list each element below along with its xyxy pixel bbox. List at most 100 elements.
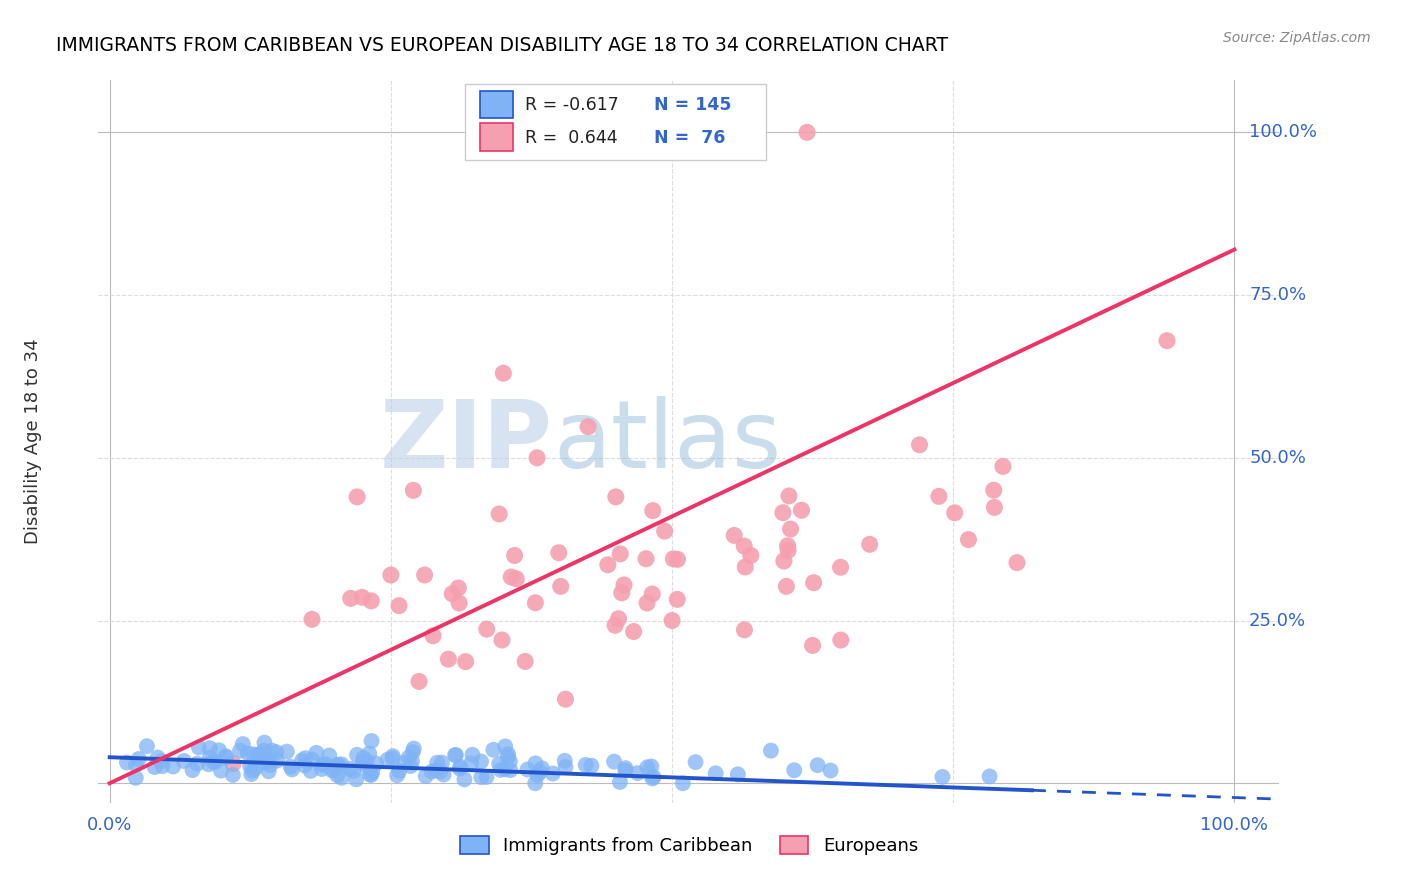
Point <box>402 483 425 498</box>
Point <box>610 586 633 600</box>
Point <box>488 756 510 771</box>
Point <box>727 767 749 781</box>
Point <box>209 764 232 778</box>
Point <box>778 489 800 503</box>
Point <box>505 572 527 586</box>
Point <box>685 755 707 769</box>
Point <box>783 763 806 777</box>
Point <box>432 767 454 781</box>
Point <box>262 744 284 758</box>
Text: Disability Age 18 to 34: Disability Age 18 to 34 <box>24 339 42 544</box>
Point <box>830 560 852 574</box>
Point <box>326 768 349 782</box>
Point <box>516 763 538 777</box>
Point <box>775 579 797 593</box>
Point <box>388 599 411 613</box>
Legend: Immigrants from Caribbean, Europeans: Immigrants from Caribbean, Europeans <box>453 830 925 863</box>
Point <box>605 490 627 504</box>
Point <box>352 755 374 769</box>
Point <box>859 537 882 551</box>
Point <box>359 767 381 781</box>
Point <box>1156 334 1178 348</box>
Point <box>776 543 799 558</box>
Point <box>983 483 1005 498</box>
Point <box>596 558 619 572</box>
Point <box>344 772 367 787</box>
Point <box>957 533 980 547</box>
Point <box>931 770 953 784</box>
Point <box>529 764 551 779</box>
Point <box>614 764 637 778</box>
Point <box>733 623 755 637</box>
Point <box>299 764 322 778</box>
Point <box>394 756 416 770</box>
Point <box>759 743 782 757</box>
Text: 100.0%: 100.0% <box>1249 123 1317 141</box>
Point <box>526 768 548 782</box>
Point <box>634 551 657 566</box>
Point <box>215 749 238 764</box>
Point <box>499 763 522 777</box>
Point <box>136 739 159 754</box>
Point <box>420 764 443 779</box>
Text: R =  0.644: R = 0.644 <box>524 128 617 146</box>
Point <box>908 438 931 452</box>
Point <box>245 761 267 775</box>
Point <box>662 552 685 566</box>
FancyBboxPatch shape <box>479 123 513 151</box>
Point <box>229 743 252 757</box>
Point <box>779 522 801 536</box>
Point <box>315 757 337 772</box>
Point <box>554 754 576 768</box>
Text: 0.0%: 0.0% <box>87 816 132 834</box>
Text: N =  76: N = 76 <box>654 128 725 146</box>
Point <box>339 591 361 606</box>
Point <box>359 747 381 761</box>
Point <box>460 756 482 771</box>
Point <box>830 633 852 648</box>
Text: R = -0.617: R = -0.617 <box>524 96 619 114</box>
Point <box>449 762 471 776</box>
Point <box>239 759 262 773</box>
Point <box>364 756 387 771</box>
Point <box>636 596 658 610</box>
Point <box>115 756 138 770</box>
Point <box>499 755 522 769</box>
Point <box>444 748 467 763</box>
Point <box>242 747 264 762</box>
Point <box>162 759 184 773</box>
Point <box>143 760 166 774</box>
Point <box>388 764 411 778</box>
Point <box>381 749 404 764</box>
Point <box>979 769 1001 783</box>
Point <box>346 747 368 762</box>
Point <box>413 568 436 582</box>
Point <box>449 596 471 610</box>
Point <box>672 776 695 790</box>
Point <box>408 674 430 689</box>
Point <box>245 748 267 763</box>
Point <box>204 755 226 769</box>
Point <box>353 751 375 765</box>
Point <box>249 747 271 762</box>
Point <box>236 746 259 760</box>
Point <box>125 771 148 785</box>
Point <box>402 741 425 756</box>
Point <box>266 754 288 768</box>
Point <box>496 747 519 761</box>
Point <box>202 755 225 769</box>
Point <box>330 771 353 785</box>
Point <box>125 757 148 772</box>
Point <box>208 743 231 757</box>
Point <box>470 770 492 784</box>
Point <box>503 549 526 563</box>
Point <box>640 759 662 773</box>
Point <box>526 450 548 465</box>
Point <box>356 754 378 768</box>
Point <box>429 764 451 779</box>
Point <box>330 757 353 772</box>
Point <box>501 570 523 584</box>
Point <box>740 549 762 563</box>
Point <box>444 748 467 763</box>
Point <box>609 547 631 561</box>
